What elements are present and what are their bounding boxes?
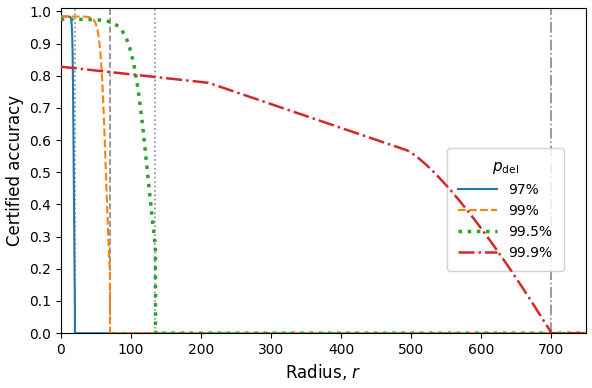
Line: 97%: 97% [61, 16, 587, 333]
99.5% [57, 17, 65, 22]
X-axis label: Radius, $r$: Radius, $r$ [285, 362, 362, 383]
99.9% [160, 76, 168, 80]
99% [57, 14, 65, 19]
99% [60, 14, 67, 19]
99.5% [583, 331, 590, 336]
99% [89, 16, 96, 21]
99.5% [555, 331, 562, 336]
97% [314, 331, 321, 336]
99% [583, 331, 590, 336]
99.5% [79, 17, 86, 22]
99.9% [583, 331, 590, 336]
99.5% [314, 331, 321, 336]
99.5% [152, 331, 159, 336]
97% [71, 331, 78, 336]
99.9% [57, 64, 65, 69]
99.9% [79, 67, 86, 71]
97% [89, 331, 96, 336]
99% [107, 331, 114, 336]
99.9% [548, 331, 555, 336]
99% [79, 14, 86, 19]
99% [555, 331, 562, 336]
99.9% [314, 118, 321, 122]
97% [160, 331, 168, 336]
99.5% [160, 331, 168, 336]
Legend: 97%, 99%, 99.5%, 99.9%: 97%, 99%, 99.5%, 99.9% [448, 148, 564, 271]
Line: 99.9%: 99.9% [61, 67, 587, 333]
97% [583, 331, 590, 336]
99% [160, 331, 168, 336]
99.9% [555, 331, 562, 336]
97% [79, 331, 86, 336]
99.9% [60, 65, 67, 69]
97% [57, 14, 65, 19]
99.9% [89, 68, 96, 73]
Y-axis label: Certified accuracy: Certified accuracy [5, 95, 24, 246]
Line: 99%: 99% [61, 16, 587, 333]
97% [60, 14, 67, 19]
97% [555, 331, 562, 336]
99.5% [60, 17, 67, 22]
99% [314, 331, 321, 336]
Line: 99.5%: 99.5% [61, 19, 587, 333]
99.5% [89, 17, 96, 22]
